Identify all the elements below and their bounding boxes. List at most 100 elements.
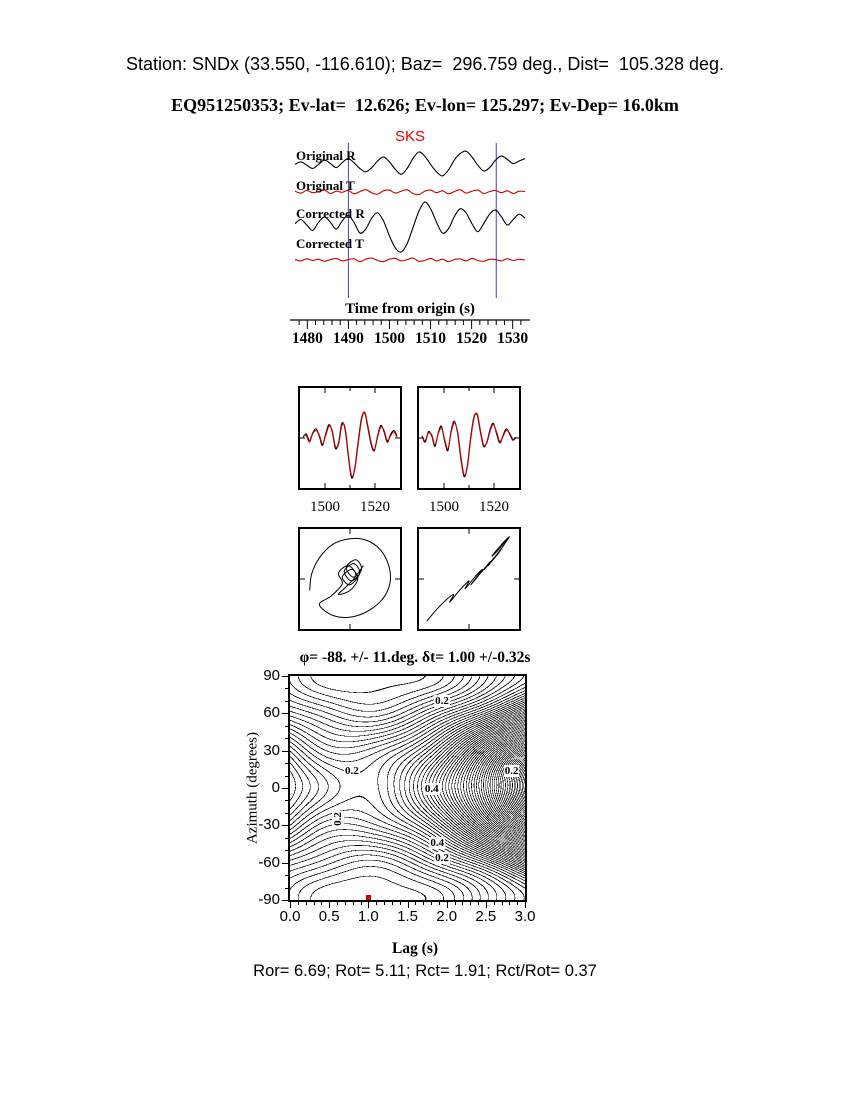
azimuth-tick-label: -60: [258, 853, 280, 871]
seismogram-trace: [294, 257, 526, 263]
axis-tick: [282, 824, 288, 826]
waveform-compare-canvas-left: [300, 388, 400, 488]
trace-label-corrected-r: Corrected R: [296, 206, 365, 221]
compare-trace-radial: [421, 412, 517, 478]
axis-tick: [447, 902, 448, 908]
axis-tick: [400, 902, 401, 905]
axis-tick: [290, 902, 291, 908]
axis-tick: [282, 787, 288, 789]
axis-tick: [525, 902, 526, 908]
contour-level-label: 0.2: [331, 811, 344, 827]
lag-tick-label: 2.5: [475, 908, 497, 925]
event-title: EQ951250353; Ev-lat= 12.626; Ev-lon= 125…: [171, 95, 679, 115]
axis-tick: [337, 902, 338, 905]
seismogram-trace: [294, 150, 526, 177]
axis-tick: [285, 799, 288, 801]
axis-tick: [368, 902, 369, 908]
azimuth-tick-label: -90: [258, 891, 280, 908]
axis-tick: [282, 750, 288, 752]
time-tick-label: 1510: [415, 330, 447, 347]
axis-tick: [306, 902, 307, 905]
contour-level-label: 0.2: [434, 851, 450, 864]
axis-tick: [298, 902, 299, 905]
particle-motion-path: [309, 537, 392, 618]
azimuth-tick-label: 60: [263, 704, 280, 722]
lag-tick-label: 0.5: [318, 908, 340, 925]
axis-tick: [285, 812, 288, 814]
compare-trace-matched: [421, 412, 517, 476]
axis-tick: [285, 874, 288, 876]
axis-tick: [486, 902, 487, 908]
corrected-waveform-box-left: [298, 386, 402, 490]
seismogram-trace: [294, 201, 526, 253]
contour-level-label: 0.4: [429, 836, 446, 849]
axis-tick: [423, 902, 424, 905]
lag-tick-label: 1.0: [357, 908, 379, 925]
axis-tick: [455, 902, 456, 905]
axis-tick: [314, 902, 315, 905]
axis-tick: [462, 902, 463, 905]
lag-axis-label: Lag (s): [391, 940, 439, 957]
axis-tick: [353, 902, 354, 905]
axis-tick: [282, 899, 288, 901]
lag-tick-label: 0.0: [279, 908, 301, 925]
axis-tick: [282, 712, 288, 714]
trace-label-original-t: Original T: [296, 178, 355, 193]
axis-tick: [494, 902, 495, 905]
axis-tick: [376, 902, 377, 905]
axis-tick: [285, 700, 288, 702]
axis-tick: [392, 902, 393, 905]
sks-phase-label: SKS: [394, 128, 425, 145]
contour-level-label: 0.2: [344, 764, 360, 777]
axis-tick: [470, 902, 471, 905]
azimuth-tick-label: 30: [263, 741, 280, 759]
axis-tick: [517, 902, 518, 905]
time-tick-label: 1520: [456, 330, 488, 347]
axis-tick: [285, 837, 288, 839]
azimuth-tick-label: 0: [271, 779, 280, 796]
axis-tick: [431, 902, 432, 905]
axis-tick: [361, 902, 362, 905]
axis-tick: [415, 902, 416, 905]
trace-label-original-r: Original R: [296, 148, 356, 163]
contour-title: φ= -88. +/- 11.deg. δt= 1.00 +/-0.32s: [299, 649, 531, 666]
azimuth-tick-label: -30: [258, 816, 280, 834]
axis-tick: [478, 902, 479, 905]
axis-tick: [285, 725, 288, 727]
contour-plot: [288, 674, 527, 902]
best-fit-marker: [365, 895, 371, 900]
seismogram-panel: SKS Original R Original T Corrected R Co…: [280, 125, 540, 370]
axis-tick: [282, 675, 288, 677]
axis-tick: [285, 887, 288, 889]
axis-tick: [285, 762, 288, 764]
azimuth-tick-label: 90: [263, 667, 280, 684]
axis-tick: [439, 902, 440, 905]
axis-tick: [285, 775, 288, 777]
time-tick-label: 1490: [332, 330, 364, 347]
particle-motion-box-right: [417, 527, 521, 631]
station-title: Station: SNDx (33.550, -116.610); Baz= 2…: [125, 54, 725, 74]
axis-tick: [285, 687, 288, 689]
contour-canvas: [290, 676, 525, 900]
axis-tick: [285, 849, 288, 851]
axis-tick: [321, 902, 322, 905]
seismogram-canvas: [290, 143, 530, 329]
particle-motion-box-left: [298, 527, 402, 631]
time-tick-label: 1530: [497, 330, 529, 347]
lag-tick-label: 1.5: [397, 908, 418, 925]
axis-tick: [408, 902, 409, 908]
trace-label-corrected-t: Corrected T: [296, 236, 364, 251]
axis-tick: [285, 737, 288, 739]
compare-tick-label: 1520: [479, 499, 509, 515]
compare-tick-label: 1500: [429, 499, 459, 515]
compare-tick-label: 1520: [360, 499, 390, 515]
time-axis-label: Time from origin (s): [345, 301, 475, 317]
axis-tick: [345, 902, 346, 905]
time-tick-label: 1480: [291, 330, 323, 347]
axis-tick: [509, 902, 510, 905]
contour-level-label: 0.2: [434, 694, 450, 707]
axis-tick: [282, 862, 288, 864]
axis-tick: [502, 902, 503, 905]
splitting-statistics: Ror= 6.69; Rot= 5.11; Rct= 1.91; Rct/Rot…: [253, 962, 597, 980]
